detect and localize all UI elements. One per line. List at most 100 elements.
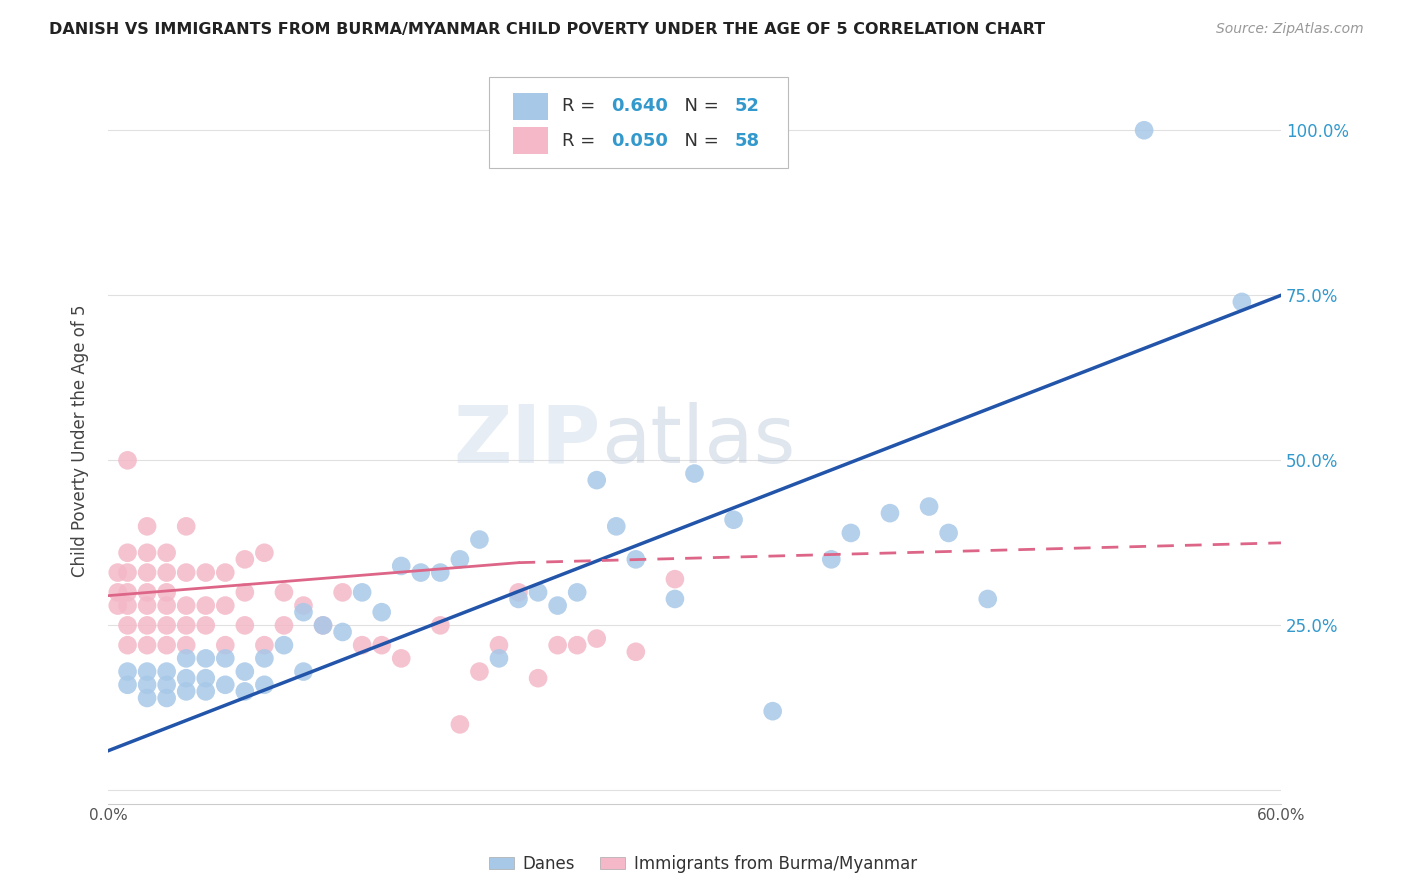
Point <box>273 618 295 632</box>
Point <box>253 546 276 560</box>
Point <box>508 585 530 599</box>
Point <box>312 618 335 632</box>
Point <box>214 599 236 613</box>
FancyBboxPatch shape <box>513 127 548 154</box>
Point <box>605 519 627 533</box>
Point <box>136 546 159 560</box>
Point <box>253 651 276 665</box>
Point <box>664 572 686 586</box>
Point <box>292 665 315 679</box>
Point <box>117 546 139 560</box>
Point <box>839 525 862 540</box>
Point <box>174 651 197 665</box>
Point <box>449 552 471 566</box>
Point <box>117 678 139 692</box>
Point <box>156 678 179 692</box>
Point <box>117 453 139 467</box>
Point <box>273 638 295 652</box>
Point <box>332 624 354 639</box>
Text: R =: R = <box>562 97 600 115</box>
Text: N =: N = <box>673 132 725 150</box>
Point <box>156 585 179 599</box>
Point <box>136 585 159 599</box>
Point <box>174 618 197 632</box>
Point <box>117 585 139 599</box>
Point <box>468 665 491 679</box>
Point <box>117 599 139 613</box>
Text: R =: R = <box>562 132 600 150</box>
Point <box>174 566 197 580</box>
Point <box>156 566 179 580</box>
Point <box>214 566 236 580</box>
Point <box>233 665 256 679</box>
Point <box>389 651 412 665</box>
Point <box>527 585 550 599</box>
Point <box>879 506 901 520</box>
Point <box>624 552 647 566</box>
Point <box>273 585 295 599</box>
Point <box>409 566 432 580</box>
Point <box>664 591 686 606</box>
Point <box>156 618 179 632</box>
Point <box>117 665 139 679</box>
Text: Source: ZipAtlas.com: Source: ZipAtlas.com <box>1216 22 1364 37</box>
Point <box>488 638 510 652</box>
Text: 58: 58 <box>734 132 759 150</box>
Point <box>723 513 745 527</box>
Text: atlas: atlas <box>600 401 794 480</box>
Text: DANISH VS IMMIGRANTS FROM BURMA/MYANMAR CHILD POVERTY UNDER THE AGE OF 5 CORRELA: DANISH VS IMMIGRANTS FROM BURMA/MYANMAR … <box>49 22 1045 37</box>
Point <box>214 651 236 665</box>
Point <box>117 638 139 652</box>
Point <box>352 585 374 599</box>
Point <box>214 678 236 692</box>
Point <box>624 645 647 659</box>
Point <box>194 566 217 580</box>
Point <box>567 585 589 599</box>
Point <box>117 618 139 632</box>
Point <box>253 638 276 652</box>
Point <box>332 585 354 599</box>
Point <box>233 618 256 632</box>
Point <box>174 599 197 613</box>
Point <box>292 605 315 619</box>
Point <box>292 599 315 613</box>
Point <box>156 638 179 652</box>
Point <box>370 605 392 619</box>
Point <box>107 566 129 580</box>
Point <box>312 618 335 632</box>
Point <box>233 552 256 566</box>
Point <box>547 599 569 613</box>
Point <box>156 665 179 679</box>
Point <box>918 500 941 514</box>
Point <box>136 519 159 533</box>
Point <box>352 638 374 652</box>
Text: N =: N = <box>673 97 725 115</box>
Point <box>156 546 179 560</box>
Point <box>194 599 217 613</box>
Point <box>547 638 569 652</box>
Point <box>136 665 159 679</box>
Point <box>389 558 412 573</box>
Point <box>253 678 276 692</box>
Point <box>194 671 217 685</box>
Point <box>117 566 139 580</box>
Point <box>107 585 129 599</box>
Point <box>156 691 179 706</box>
Point <box>107 599 129 613</box>
Point <box>938 525 960 540</box>
Point <box>136 566 159 580</box>
Point <box>136 678 159 692</box>
Point <box>194 684 217 698</box>
Point <box>194 618 217 632</box>
Point <box>370 638 392 652</box>
Point <box>567 638 589 652</box>
Point <box>174 638 197 652</box>
Point <box>449 717 471 731</box>
FancyBboxPatch shape <box>489 78 789 169</box>
Text: 52: 52 <box>734 97 759 115</box>
Point <box>233 684 256 698</box>
Point <box>683 467 706 481</box>
Point <box>1230 294 1253 309</box>
Point <box>977 591 1000 606</box>
Point <box>136 691 159 706</box>
